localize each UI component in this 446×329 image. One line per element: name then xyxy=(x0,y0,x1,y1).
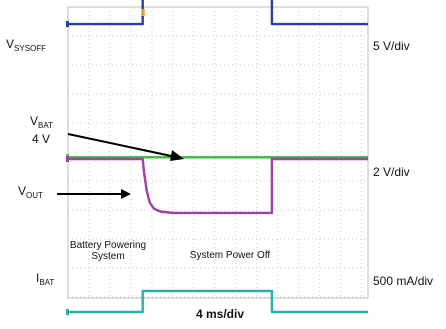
channel-marker xyxy=(66,21,69,28)
label-ibat: IBAT xyxy=(36,271,55,288)
vbat-sub: BAT xyxy=(38,121,53,130)
waveform-vout xyxy=(68,157,368,215)
scale-ch2: 2 V/div xyxy=(373,165,410,179)
trigger-marker xyxy=(141,9,145,16)
label-vbat-value: 4 V xyxy=(32,132,51,146)
vout-arrowhead xyxy=(121,189,131,199)
waveform-vsysoff xyxy=(68,0,368,26)
label-vsysoff: VSYSOFF xyxy=(6,37,47,54)
x-scale-label: 4 ms/div xyxy=(195,307,245,321)
waveforms xyxy=(66,0,368,315)
ibat-main: I xyxy=(36,271,40,285)
vout-main: V xyxy=(18,184,27,198)
vbat-main: V xyxy=(30,114,39,128)
vbat-arrow xyxy=(67,133,177,158)
channel-marker xyxy=(66,156,69,162)
scale-ch1: 5 V/div xyxy=(373,39,410,53)
annotation-battery-line1: Battery Powering xyxy=(69,240,147,251)
label-vbat: VBAT xyxy=(30,114,53,131)
vsysoff-main: V xyxy=(6,37,15,51)
annotation-power-off: System Power Off xyxy=(189,250,271,261)
channel-marker xyxy=(66,309,69,315)
waveform-ibat xyxy=(68,289,368,314)
vbat-arrowhead xyxy=(170,150,184,161)
scale-ch4: 500 mA/div xyxy=(373,274,434,288)
plot-area xyxy=(67,6,369,299)
vout-sub: OUT xyxy=(26,191,43,200)
annotation-arrows xyxy=(57,133,184,199)
ibat-sub: BAT xyxy=(39,278,55,287)
vsysoff-sub: SYSOFF xyxy=(14,44,47,53)
grid xyxy=(68,7,368,298)
annotation-battery-line2: System xyxy=(91,251,125,262)
label-vout: VOUT xyxy=(18,184,43,201)
